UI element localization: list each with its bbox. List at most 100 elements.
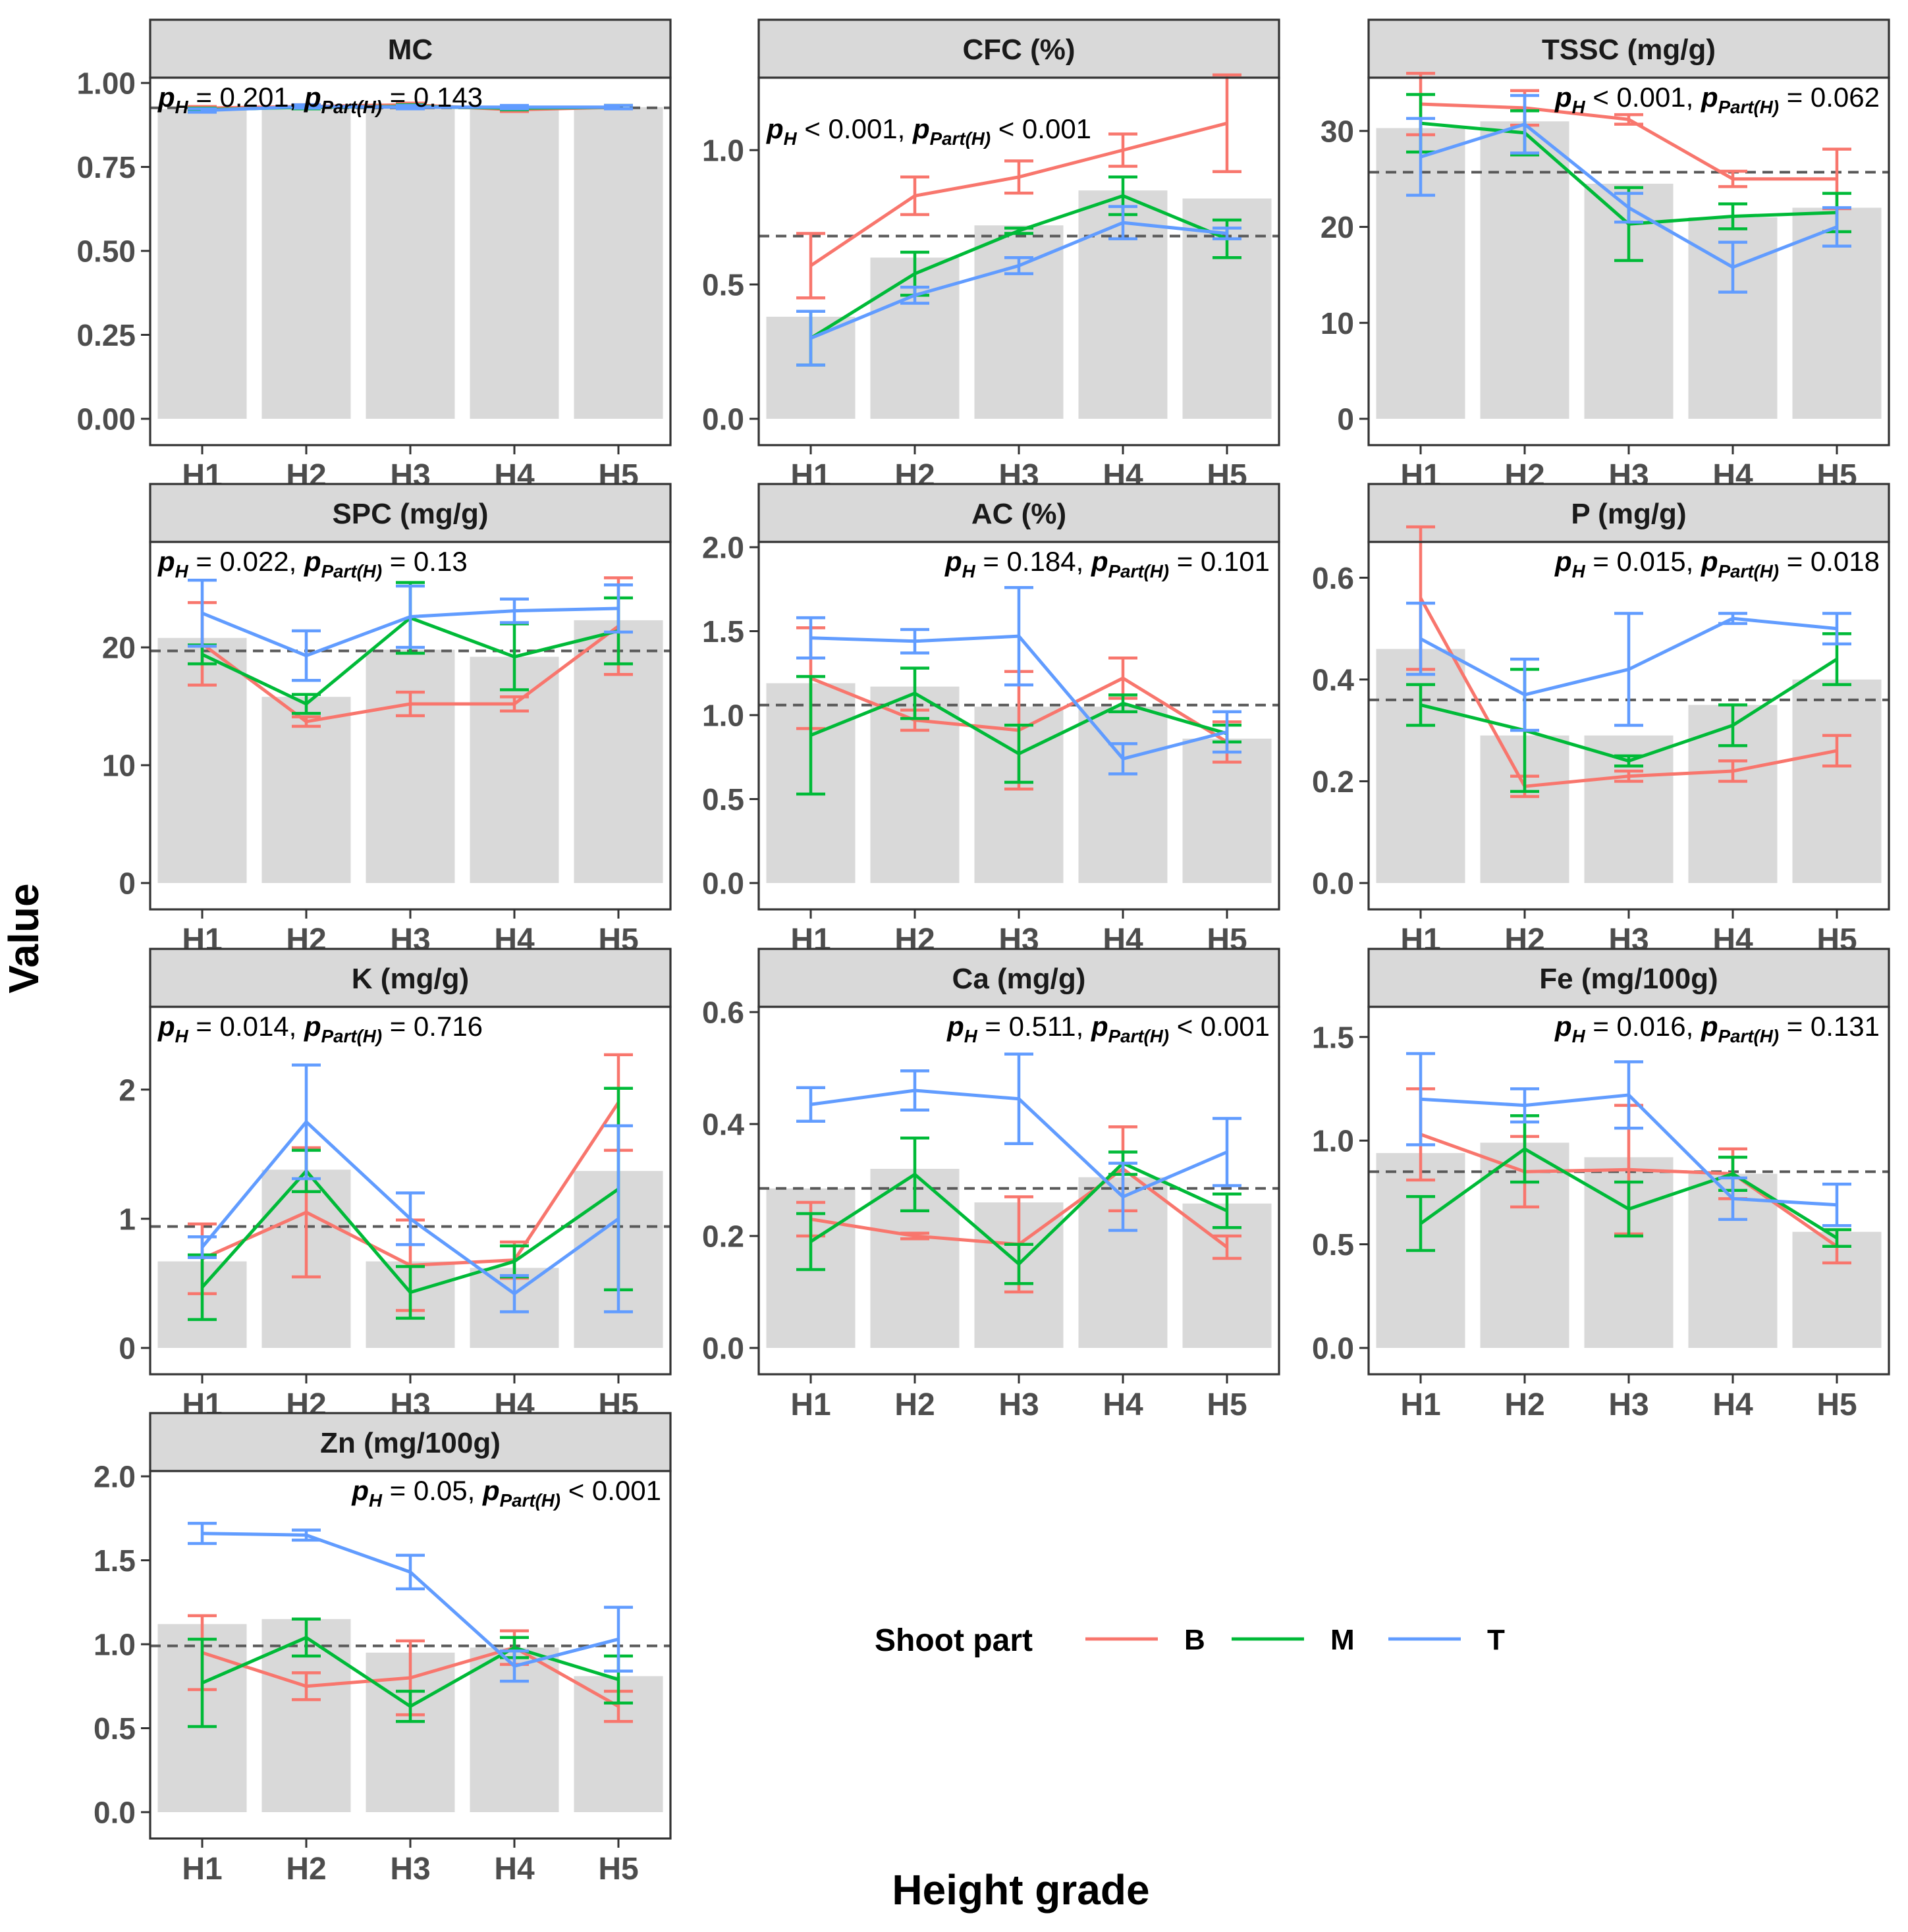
y-tick-label: 0.6 [1312, 561, 1354, 595]
panel-ca: Ca (mg/g) 0.0 0.2 0.4 0.6 H1 H2 H3 H4 H5 pH = 0.51… [702, 948, 1280, 1422]
error-bar-h1 [1406, 117, 1435, 197]
bar-h2 [261, 107, 351, 419]
series-t [1406, 601, 1851, 732]
error-bar-h2 [292, 103, 321, 110]
panel-zn: Zn (mg/100g) 0.0 0.5 1.0 1.5 2.0 H1 H2 H3 H4 H5 pH … [94, 1412, 672, 1887]
panel-strip [757, 948, 1280, 1008]
y-tick-label: 0.5 [702, 268, 744, 302]
error-bar-h2 [292, 1063, 321, 1181]
bar-h1 [157, 109, 247, 419]
panel-strip [1367, 18, 1890, 79]
x-tick-label: H5 [1207, 1387, 1247, 1422]
panel-title: Ca (mg/g) [952, 963, 1086, 995]
y-tick-label: 10 [1321, 306, 1354, 340]
panel-title: K (mg/g) [352, 963, 469, 995]
panel-title: TSSC (mg/g) [1542, 34, 1716, 66]
y-tick-label: 2.0 [702, 531, 744, 565]
bar-h4 [470, 109, 559, 419]
error-bar-h4 [1718, 759, 1747, 783]
error-bar-h2 [900, 1069, 929, 1112]
error-bar-h3 [1004, 1243, 1033, 1285]
series-m [796, 175, 1241, 367]
x-tick-label: H4 [1103, 1387, 1143, 1422]
error-bar-h2 [1510, 94, 1539, 155]
error-bar-h5 [604, 1124, 633, 1314]
x-tick-label: H1 [790, 1387, 831, 1422]
panel-fe: Fe (mg/100g) 0.0 0.5 1.0 1.5 H1 H2 H3 H4 H5 pH = 0… [1312, 948, 1890, 1422]
y-tick-label: 10 [102, 749, 136, 783]
y-tick-label: 0.4 [1312, 662, 1354, 697]
error-bar-h5 [604, 1605, 633, 1673]
error-bar-h5 [1213, 227, 1241, 240]
error-bar-h2 [292, 629, 321, 682]
y-tick-label: 0.25 [76, 318, 136, 352]
legend-title: Shoot part [875, 1623, 1033, 1658]
legend-entry-b: B [1085, 1624, 1205, 1656]
error-bar-h2 [900, 285, 929, 305]
error-bar-h1 [188, 578, 217, 648]
legend-label: M [1330, 1624, 1355, 1656]
legend-entry-m: M [1232, 1624, 1355, 1656]
error-bar-h1 [796, 1212, 825, 1272]
error-bar-h5 [1822, 1183, 1851, 1227]
legend: Shoot part B M T [875, 1623, 1505, 1658]
panel-title: SPC (mg/g) [332, 498, 488, 530]
error-bar-h3 [1614, 113, 1643, 126]
error-bar-h4 [500, 597, 529, 624]
legend-entry-t: T [1388, 1624, 1505, 1656]
bar-h4 [1078, 707, 1168, 883]
p-value-annotation: pH = 0.511, pPart(H) < 0.001 [946, 1011, 1270, 1046]
series-t [188, 1522, 633, 1683]
x-tick-label: H3 [1608, 1387, 1649, 1422]
panel-title: Fe (mg/100g) [1539, 963, 1718, 995]
panel-title: P (mg/g) [1571, 498, 1686, 530]
bar-h2 [1480, 121, 1569, 419]
error-bar-h1 [796, 232, 825, 300]
error-bar-h2 [900, 1137, 929, 1212]
y-tick-label: 1.0 [1312, 1124, 1354, 1158]
error-bar-h1 [1406, 1194, 1435, 1252]
error-bar-h4 [500, 1274, 529, 1314]
error-bar-h2 [292, 1617, 321, 1658]
error-bar-h3 [1614, 192, 1643, 224]
error-bar-h4 [1718, 202, 1747, 230]
error-bar-h4 [1718, 703, 1747, 747]
x-tick-label: H4 [1712, 1387, 1753, 1422]
error-bar-h2 [1510, 657, 1539, 732]
y-tick-label: 0 [1337, 402, 1354, 437]
error-bar-h4 [1108, 205, 1137, 240]
error-bar-h4 [1108, 132, 1137, 168]
error-bar-h4 [1718, 1176, 1747, 1221]
y-tick-label: 0.0 [702, 402, 744, 437]
error-bar-h4 [500, 1649, 529, 1683]
error-bar-h4 [1108, 1162, 1137, 1232]
error-bar-h3 [396, 690, 425, 718]
error-bar-h3 [1614, 612, 1643, 727]
series-m [1406, 1114, 1851, 1252]
error-bar-h2 [900, 1231, 929, 1241]
error-bar-h1 [188, 1638, 217, 1729]
error-bar-h1 [188, 107, 217, 114]
error-bar-h3 [1614, 1180, 1643, 1238]
y-tick-label: 0 [119, 1331, 136, 1366]
error-bar-h1 [796, 309, 825, 367]
p-value-annotation: pH < 0.001, pPart(H) = 0.062 [1554, 82, 1880, 117]
y-tick-label: 0.0 [702, 1331, 744, 1366]
x-tick-label: H4 [494, 1852, 535, 1887]
error-bar-h2 [900, 175, 929, 217]
x-tick-label: H1 [1400, 1387, 1440, 1422]
error-bar-h2 [1510, 1087, 1539, 1124]
error-bar-h5 [1213, 710, 1241, 754]
y-tick-label: 0.6 [702, 996, 744, 1030]
y-tick-label: 0.0 [94, 1796, 136, 1830]
legend-label: B [1184, 1624, 1205, 1656]
error-bar-h4 [1718, 240, 1747, 294]
series-t [796, 585, 1241, 776]
error-bar-h4 [1718, 612, 1747, 626]
error-bar-h1 [188, 1235, 217, 1259]
p-value-annotation: pH = 0.015, pPart(H) = 0.018 [1554, 546, 1880, 581]
error-bar-h3 [396, 103, 425, 111]
